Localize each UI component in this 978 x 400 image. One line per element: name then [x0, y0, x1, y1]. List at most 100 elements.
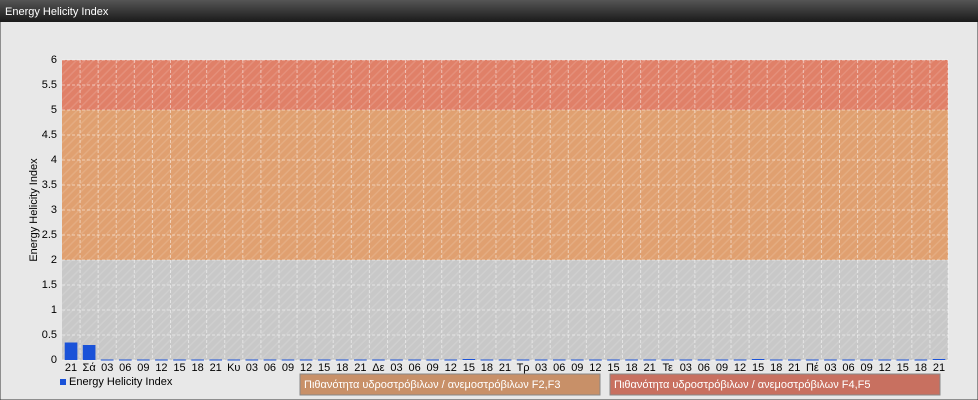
- x-tick-label: 15: [318, 362, 330, 374]
- x-tick-label: 21: [644, 362, 656, 374]
- bar: [354, 359, 367, 361]
- x-tick-label: 03: [680, 362, 692, 374]
- bar: [824, 359, 837, 361]
- bar: [191, 359, 204, 361]
- x-tick-label: Δε: [372, 362, 384, 374]
- bar: [173, 359, 186, 361]
- bar: [860, 359, 873, 361]
- y-tick-label: 4: [51, 154, 57, 166]
- x-tick-label: 12: [589, 362, 601, 374]
- bar: [462, 359, 476, 360]
- bar: [643, 359, 656, 361]
- x-tick-label: 18: [915, 362, 927, 374]
- bar: [715, 359, 729, 361]
- x-tick-label: 18: [191, 362, 203, 374]
- bar: [390, 359, 403, 361]
- x-tick-label: 21: [499, 362, 511, 374]
- bar: [697, 359, 711, 361]
- bar: [444, 359, 458, 361]
- bar: [263, 359, 277, 361]
- x-tick-label: 18: [625, 362, 637, 374]
- x-tick-label: 15: [463, 362, 475, 374]
- x-tick-label: 15: [752, 362, 764, 374]
- y-tick-label: 4.5: [42, 129, 57, 141]
- x-tick-label: 12: [734, 362, 746, 374]
- bar: [372, 359, 385, 361]
- x-tick-label: 03: [246, 362, 258, 374]
- x-tick-label: 06: [264, 362, 276, 374]
- x-tick-label: 09: [427, 362, 439, 374]
- x-tick-label: 18: [770, 362, 782, 374]
- legend-swatch: [60, 379, 66, 385]
- bar: [932, 359, 946, 360]
- bar: [570, 359, 584, 361]
- band-legend: [299, 373, 601, 396]
- y-axis-label: Energy Helicity Index: [28, 158, 40, 262]
- x-tick-label: 06: [553, 362, 565, 374]
- bar: [498, 359, 512, 361]
- x-tick-label: 15: [607, 362, 619, 374]
- bar: [426, 359, 440, 361]
- y-tick-label: 1.5: [42, 279, 57, 291]
- y-tick-label: 3: [51, 204, 57, 216]
- x-tick-label: 15: [173, 362, 185, 374]
- y-tick-label: 6: [51, 54, 57, 66]
- bar: [769, 359, 783, 361]
- legend-label: Energy Helicity Index: [69, 376, 173, 388]
- bar: [137, 359, 150, 361]
- x-tick-label: 06: [408, 362, 420, 374]
- x-tick-label: 03: [824, 362, 836, 374]
- x-tick-label: 21: [788, 362, 800, 374]
- band-legend-label: Πιθανότητα υδροστρόβιλων / ανεμοστρόβιλω…: [614, 379, 871, 391]
- x-tick-label: 12: [300, 362, 312, 374]
- x-tick-label: 12: [879, 362, 891, 374]
- bar: [516, 359, 530, 361]
- bar: [118, 359, 132, 361]
- window-title: Energy Helicity Index: [5, 6, 109, 18]
- y-tick-label: 0.5: [42, 329, 57, 341]
- x-tick-label: 06: [698, 362, 710, 374]
- x-tick-label: 12: [445, 362, 457, 374]
- band-legend-label: Πιθανότητα υδροστρόβιλων / ανεμοστρόβιλω…: [304, 379, 561, 391]
- bar: [914, 359, 928, 361]
- bar: [751, 359, 765, 360]
- bar: [661, 359, 675, 361]
- bar: [209, 359, 223, 361]
- x-tick-label: 21: [210, 362, 222, 374]
- bar: [806, 359, 819, 361]
- bar: [245, 359, 259, 361]
- bar: [408, 359, 421, 361]
- band-legend: [609, 373, 941, 396]
- bar: [607, 359, 620, 361]
- y-tick-label: 2.5: [42, 229, 57, 241]
- x-tick-label: 15: [897, 362, 909, 374]
- x-tick-label: Πέ: [806, 362, 819, 374]
- x-tick-label: 18: [336, 362, 348, 374]
- bar: [299, 359, 313, 361]
- bar: [227, 359, 241, 361]
- x-tick-label: 06: [119, 362, 131, 374]
- y-tick-label: 5.5: [42, 79, 57, 91]
- y-tick-label: 0: [51, 354, 57, 366]
- bar: [787, 359, 801, 361]
- x-tick-label: 21: [65, 362, 77, 374]
- y-tick-label: 5: [51, 104, 57, 116]
- bar: [733, 359, 747, 361]
- x-tick-label: 06: [842, 362, 854, 374]
- y-tick-label: 1: [51, 304, 57, 316]
- bar: [155, 359, 168, 361]
- x-tick-label: 03: [390, 362, 402, 374]
- x-tick-label: 12: [155, 362, 167, 374]
- bar: [64, 342, 78, 360]
- bar: [317, 359, 331, 361]
- bar: [589, 359, 602, 361]
- x-tick-label: 09: [861, 362, 873, 374]
- bar: [335, 359, 349, 361]
- bar: [100, 359, 114, 361]
- x-tick-label: Τρ: [517, 362, 530, 374]
- bar: [82, 345, 96, 360]
- bar: [679, 359, 693, 361]
- x-tick-label: 09: [716, 362, 728, 374]
- x-tick-label: Κυ: [227, 362, 240, 374]
- x-tick-label: 18: [481, 362, 493, 374]
